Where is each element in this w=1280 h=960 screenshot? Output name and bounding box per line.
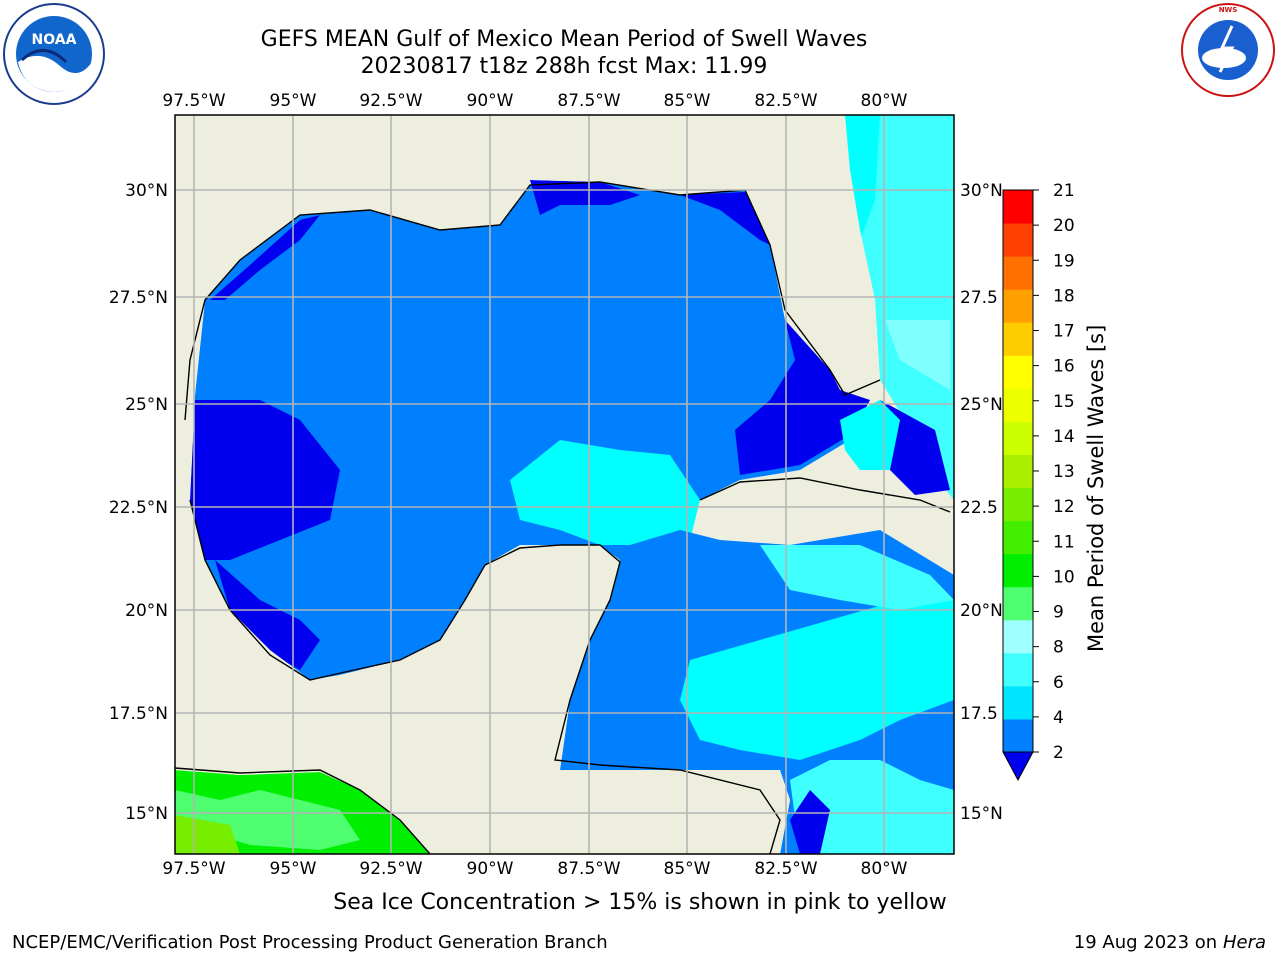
footer-date-text: 19 Aug 2023 on — [1073, 932, 1218, 953]
nws-logo-icon: NWS — [1181, 3, 1275, 97]
colorbar-tick-label: 8 — [1053, 638, 1064, 658]
footer-date: 19 Aug 2023 on Hera — [1074, 932, 1266, 953]
colorbar-segment — [1003, 256, 1033, 290]
colorbar-segment — [1003, 685, 1033, 720]
lat-label: 27.5 — [960, 288, 998, 308]
colorbar-segment — [1003, 586, 1033, 621]
lat-label: 15°N — [960, 804, 1003, 824]
svg-text:NWS: NWS — [1219, 6, 1238, 14]
plot-subtitle: 20230817 t18z 288h fcst Max: 11.99 — [360, 54, 768, 79]
colorbar-tick-label: 12 — [1053, 497, 1075, 517]
colorbar-segment — [1003, 421, 1033, 455]
lat-label: 17.5 — [960, 704, 998, 724]
colorbar-segment — [1003, 520, 1033, 555]
colorbar-tick-label: 15 — [1053, 392, 1075, 412]
colorbar-tick-label: 13 — [1053, 462, 1075, 482]
lat-label: 17.5°N — [109, 704, 168, 724]
footer-credit: NCEP/EMC/Verification Post Processing Pr… — [12, 932, 608, 953]
colorbar-segment — [1003, 718, 1033, 753]
sea-ice-note: Sea Ice Concentration > 15% is shown in … — [333, 890, 947, 915]
lat-label: 30°N — [960, 181, 1003, 201]
colorbar-under-triangle — [1002, 751, 1034, 782]
lat-label: 22.5°N — [109, 498, 168, 518]
lon-label: 85°W — [664, 91, 711, 111]
map-area — [175, 115, 954, 854]
lon-label: 92.5°W — [359, 859, 422, 879]
lat-label: 30°N — [125, 181, 168, 201]
colorbar-tick-label: 19 — [1053, 251, 1075, 271]
noaa-logo-icon: NOAA — [3, 3, 105, 105]
lon-label: 97.5°W — [162, 859, 225, 879]
colorbar: 2 4 6 8 9 10 11 12 13 14 15 16 17 18 19 20 21 — [1002, 181, 1075, 782]
colorbar-segment — [1003, 223, 1033, 257]
lon-labels-top: 97.5°W 95°W 92.5°W 90°W 87.5°W 85°W 82.5… — [162, 91, 907, 111]
lon-label: 97.5°W — [162, 91, 225, 111]
lat-label: 20°N — [125, 601, 168, 621]
colorbar-tick-label: 21 — [1053, 181, 1075, 201]
colorbar-segment — [1003, 454, 1033, 489]
lon-labels-bottom: 97.5°W 95°W 92.5°W 90°W 87.5°W 85°W 82.5… — [162, 859, 907, 879]
colorbar-segment — [1003, 322, 1033, 356]
colorbar-tick-label: 6 — [1053, 673, 1064, 693]
colorbar-segment — [1003, 553, 1033, 588]
lon-label: 87.5°W — [557, 859, 620, 879]
lat-label: 20°N — [960, 601, 1003, 621]
colorbar-segment — [1003, 355, 1033, 389]
colorbar-tick-label: 20 — [1053, 216, 1075, 236]
lon-label: 82.5°W — [754, 91, 817, 111]
lon-label: 82.5°W — [754, 859, 817, 879]
gulf-water — [190, 182, 870, 680]
footer-host: Hera — [1222, 932, 1266, 953]
lon-label: 87.5°W — [557, 91, 620, 111]
colorbar-tick-label: 18 — [1053, 286, 1075, 306]
lat-label: 15°N — [125, 804, 168, 824]
colorbar-segment — [1003, 652, 1033, 687]
colorbar-tick-label: 14 — [1053, 427, 1075, 447]
lon-label: 90°W — [467, 859, 514, 879]
plot-title: GEFS MEAN Gulf of Mexico Mean Period of … — [260, 27, 868, 52]
colorbar-label: Mean Period of Swell Waves [s] — [1084, 324, 1108, 652]
graticule — [175, 115, 954, 854]
lat-label: 25°N — [125, 395, 168, 415]
north-america-land — [175, 115, 954, 790]
map-frame — [174, 114, 955, 855]
colorbar-tick-label: 4 — [1053, 708, 1064, 728]
lat-label: 22.5 — [960, 498, 998, 518]
lat-labels-left: 30°N 27.5°N 25°N 22.5°N 20°N 17.5°N 15°N — [109, 181, 168, 824]
noaa-logo-text: NOAA — [32, 32, 77, 48]
colorbar-segment — [1003, 388, 1033, 422]
colorbar-tick-label: 9 — [1053, 603, 1064, 623]
colorbar-tick-label: 10 — [1053, 567, 1075, 587]
lon-label: 90°W — [467, 91, 514, 111]
lat-label: 25°N — [960, 395, 1003, 415]
lon-label: 80°W — [861, 859, 908, 879]
colorbar-tick-label: 2 — [1053, 743, 1064, 763]
colorbar-segment — [1003, 190, 1033, 224]
yucatan-central-america-land — [360, 545, 790, 854]
colorbar-tick-label: 16 — [1053, 357, 1075, 377]
lat-label: 27.5°N — [109, 288, 168, 308]
florida-land — [770, 115, 880, 400]
lon-label: 92.5°W — [359, 91, 422, 111]
lon-label: 95°W — [270, 91, 317, 111]
colorbar-segment — [1003, 487, 1033, 522]
colorbar-tick-label: 17 — [1053, 322, 1075, 342]
colorbar-segment — [1003, 619, 1033, 654]
lon-label: 95°W — [270, 859, 317, 879]
lon-label: 85°W — [664, 859, 711, 879]
lat-labels-right: 30°N 27.5 25°N 22.5 20°N 17.5 15°N — [960, 181, 1003, 824]
colorbar-segment — [1003, 289, 1033, 323]
colorbar-tick-label: 11 — [1053, 532, 1075, 552]
coastline — [175, 181, 951, 854]
lon-label: 80°W — [861, 91, 908, 111]
